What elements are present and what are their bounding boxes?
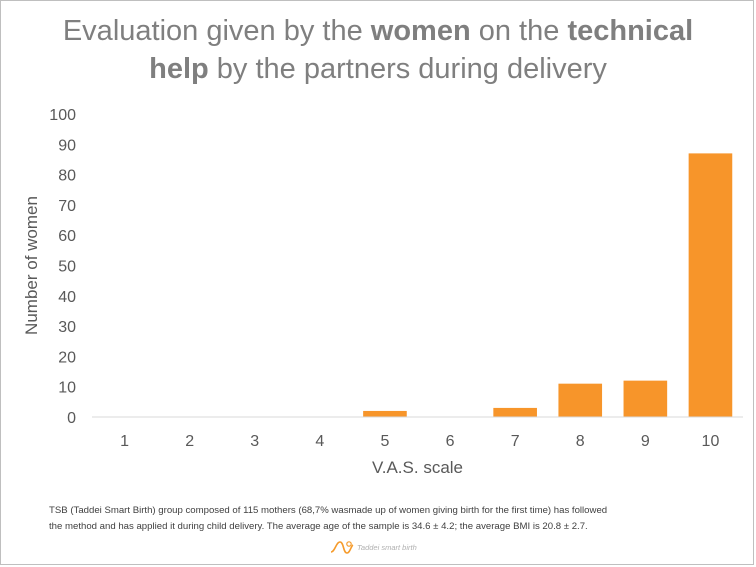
logo: Taddei smart birth [329,538,417,556]
y-tick-label: 90 [58,137,76,154]
bar [558,383,603,417]
x-tick-label: 5 [380,433,389,450]
y-tick-label: 100 [49,107,76,124]
logo-text: Taddei smart birth [357,542,417,552]
bar [623,380,668,417]
bar [688,153,733,417]
y-tick-label: 30 [58,319,76,336]
caption: TSB (Taddei Smart Birth) group composed … [49,503,729,535]
title-part: on the [470,15,568,47]
bar [493,407,537,417]
caption-line-2: the method and has applied it during chi… [49,521,588,532]
caption-line-1: TSB (Taddei Smart Birth) group composed … [49,505,608,516]
x-tick-label: 7 [511,433,520,450]
x-tick-label: 4 [315,433,324,450]
x-tick-label: 2 [185,433,194,450]
y-tick-label: 40 [58,289,76,306]
chart-title: Evaluation given by the women on the tec… [20,12,736,88]
title-part: Evaluation given by the [62,15,371,47]
y-tick-label: 50 [58,259,76,276]
y-tick-label: 10 [58,380,76,397]
bar-chart: 0 10 20 30 40 50 60 70 80 90 100 1 2 3 4 5 6 7 8 9 10 V.A.S. … [22,107,743,477]
y-tick-label: 80 [58,168,76,185]
x-tick-label: 1 [120,433,129,450]
title-part-bold: technical [567,15,694,47]
wave-logo-icon [330,541,354,554]
x-tick-label: 8 [576,433,585,450]
title-part-bold: women [370,15,471,47]
y-tick-label: 60 [58,228,76,245]
x-tick-label: 3 [250,433,259,450]
y-tick-label: 0 [67,410,76,427]
x-tick-label: 6 [446,433,455,450]
x-tick-label: 9 [641,433,650,450]
x-axis-label: V.A.S. scale [372,458,463,477]
y-tick-label: 20 [58,349,76,366]
title-part: by the partners during delivery [208,53,607,85]
x-tick-label: 10 [702,433,720,450]
title-part-bold: help [149,53,209,85]
bar [363,410,407,417]
y-axis-label: Number of women [22,196,41,335]
y-tick-label: 70 [58,198,76,215]
